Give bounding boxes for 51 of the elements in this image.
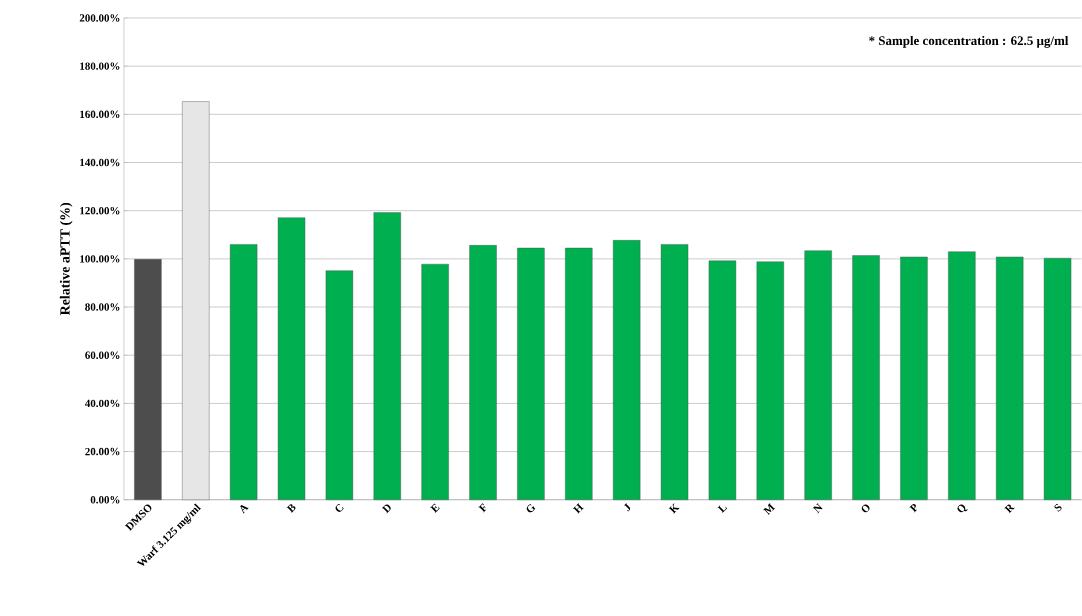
x-tick-label: P xyxy=(909,504,918,513)
x-tick-label: D xyxy=(381,504,391,514)
x-tick-label: A xyxy=(240,505,249,514)
x-tick-label: F xyxy=(478,503,487,513)
y-tick-label: 80.00% xyxy=(85,303,120,311)
y-tick-label: 100.00% xyxy=(80,255,120,263)
bar xyxy=(277,217,306,501)
x-tick-label: S xyxy=(1054,503,1062,512)
y-tick-label: 140.00% xyxy=(80,158,120,167)
x-tick-label: B xyxy=(286,504,296,514)
annotation: * Sample concentration : 62.5 µg/ml xyxy=(869,36,1069,48)
y-axis-title: Relative aPTT (%) xyxy=(59,203,73,316)
y-tick-label: 20.00% xyxy=(85,448,120,456)
y-tick-label: 200.00% xyxy=(79,14,120,22)
x-tick-label: Q xyxy=(957,504,968,513)
bar xyxy=(612,240,641,501)
x-tick-label: C xyxy=(335,503,344,513)
bar xyxy=(852,255,880,501)
x-tick-label: L xyxy=(717,505,728,514)
bar xyxy=(229,244,258,501)
x-tick-label: J xyxy=(624,503,631,512)
bar xyxy=(134,259,162,501)
y-tick-label: 160.00% xyxy=(80,110,120,119)
y-tick-label: 120.00% xyxy=(80,207,120,215)
bar xyxy=(373,212,401,501)
bar xyxy=(469,245,497,501)
bar xyxy=(996,256,1024,501)
x-tick-label: N xyxy=(812,503,823,514)
bar xyxy=(900,256,928,501)
bar xyxy=(325,270,354,501)
x-tick-label: K xyxy=(668,503,680,514)
bar xyxy=(708,260,737,501)
bar xyxy=(948,251,976,501)
bar xyxy=(565,247,593,501)
bar xyxy=(182,101,210,501)
bar xyxy=(660,244,689,501)
y-tick-label: 40.00% xyxy=(84,399,120,408)
x-tick-label: O xyxy=(861,504,870,513)
x-tick-label: G xyxy=(526,504,536,513)
y-tick-label: 0.00% xyxy=(90,496,120,504)
bar xyxy=(804,250,832,501)
x-tick-label: M xyxy=(763,503,776,516)
bar xyxy=(1043,258,1072,501)
bar xyxy=(756,261,784,501)
x-tick-label: E xyxy=(430,503,440,514)
bar xyxy=(517,247,545,501)
x-tick-label: R xyxy=(1004,504,1015,514)
y-tick-label: 180.00% xyxy=(80,62,120,71)
bar xyxy=(421,264,449,501)
x-tick-label: H xyxy=(572,503,584,514)
y-tick-label: 60.00% xyxy=(85,351,120,360)
